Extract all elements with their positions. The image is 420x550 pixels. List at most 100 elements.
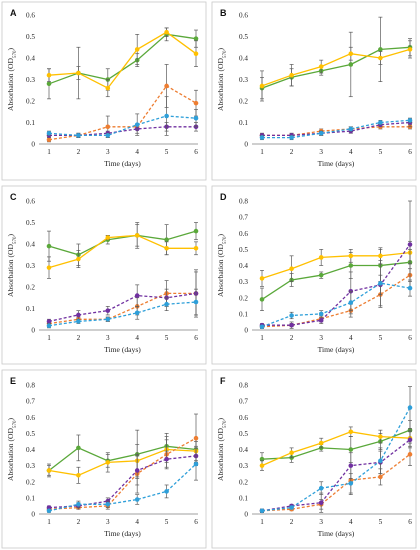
x-tick-label: 5 — [379, 148, 383, 156]
y-tick-label: 0.3 — [26, 462, 35, 470]
x-tick-label: 5 — [379, 334, 383, 342]
data-point — [164, 113, 169, 119]
data-point — [289, 322, 294, 328]
y-tick-label: 0.7 — [239, 398, 248, 406]
y-tick-label: 0.8 — [239, 382, 248, 390]
y-tick-label: 0.2 — [26, 478, 35, 486]
data-point — [105, 502, 111, 507]
x-tick-label: 2 — [77, 148, 81, 156]
data-point — [318, 318, 324, 323]
x-tick-label: 5 — [165, 148, 169, 156]
y-tick-label: 0 — [31, 511, 35, 519]
data-point — [46, 265, 52, 270]
y-tick-label: 0.4 — [26, 241, 35, 249]
series-line — [48, 437, 197, 510]
y-axis-title-subscript: 570 — [223, 50, 228, 58]
data-point — [318, 440, 324, 446]
series-line — [48, 463, 197, 512]
series-yellow — [259, 426, 413, 471]
y-tick-label: 0.5 — [26, 33, 35, 41]
data-point — [348, 263, 354, 268]
data-point — [378, 474, 383, 480]
series-blue — [46, 288, 199, 329]
series-line — [262, 244, 411, 326]
data-point — [134, 47, 140, 52]
data-point — [76, 312, 81, 318]
series-purple — [46, 445, 199, 510]
data-point — [105, 235, 111, 240]
data-point — [164, 237, 169, 242]
x-tick-label: 2 — [290, 334, 294, 342]
data-point — [134, 122, 140, 127]
data-point — [348, 253, 354, 259]
y-axis-title-main: Absorbation (OD — [216, 58, 225, 111]
panel-frame — [1, 185, 207, 365]
data-point — [193, 100, 199, 106]
y-axis-title-main: Absorbation (OD — [216, 428, 225, 481]
x-axis-title: Time (days) — [318, 345, 355, 354]
y-tick-label: 0 — [244, 511, 248, 519]
series-yellow — [46, 222, 199, 279]
series-purple — [46, 269, 199, 324]
x-tick-label: 6 — [408, 148, 412, 156]
series-line — [261, 407, 411, 512]
data-point — [76, 133, 81, 138]
data-point — [348, 481, 354, 486]
x-tick-label: 6 — [194, 148, 198, 156]
x-tick-label: 6 — [408, 518, 412, 526]
series-line — [261, 251, 411, 280]
data-point — [76, 473, 81, 478]
data-point — [76, 70, 81, 76]
x-tick-label: 3 — [106, 148, 110, 156]
y-tick-label: 0.4 — [26, 55, 35, 63]
y-tick-label: 0.2 — [239, 294, 248, 302]
y-tick-label: 0.3 — [239, 278, 248, 286]
data-point — [164, 246, 169, 251]
x-tick-label: 2 — [290, 148, 294, 156]
y-axis-title-subscript: 570 — [13, 236, 18, 244]
y-axis-title-end: ) — [216, 234, 225, 237]
data-point — [348, 126, 354, 132]
data-point — [105, 85, 111, 91]
data-point — [46, 323, 52, 329]
x-tick-label: 3 — [319, 148, 323, 156]
y-tick-label: 0.2 — [26, 98, 35, 106]
x-tick-label: 1 — [47, 334, 51, 342]
data-point — [318, 485, 324, 491]
data-point — [76, 502, 81, 507]
series-line — [261, 274, 411, 328]
x-tick-label: 6 — [408, 334, 412, 342]
x-tick-label: 5 — [165, 518, 169, 526]
data-point — [407, 437, 413, 443]
y-tick-label: 0.6 — [26, 414, 35, 422]
series-line — [261, 429, 411, 460]
panel-letter: A — [10, 8, 17, 18]
x-tick-label: 3 — [106, 334, 110, 342]
y-axis-title-end: ) — [6, 234, 15, 237]
series-blue — [46, 447, 199, 514]
x-tick-label: 1 — [260, 518, 264, 526]
data-point — [289, 266, 294, 272]
y-tick-label: 0.1 — [26, 494, 35, 502]
data-point — [259, 276, 265, 281]
y-axis-title: Absorbation (OD570) — [6, 48, 18, 111]
x-tick-label: 3 — [319, 518, 323, 526]
y-axis-title-subscript: 570 — [223, 420, 228, 428]
y-axis-title-end: ) — [216, 48, 225, 51]
panel-letter: F — [220, 376, 226, 386]
data-point — [348, 300, 354, 305]
chart-panel-c: C 0 0.1 0.2 0.3 0.4 0.5 0.6 1 2 3 4 5 6 Time (days) Abs… — [1, 185, 207, 365]
data-point — [105, 124, 111, 130]
y-tick-label: 0.1 — [239, 119, 248, 127]
y-tick-label: 0 — [244, 327, 248, 335]
x-tick-label: 3 — [106, 518, 110, 526]
data-point — [193, 435, 199, 441]
y-tick-label: 0.7 — [26, 398, 35, 406]
data-point — [134, 497, 140, 502]
x-axis-title: Time (days) — [104, 159, 141, 168]
x-tick-label: 2 — [77, 518, 81, 526]
y-tick-label: 0.2 — [239, 478, 248, 486]
x-tick-label: 3 — [319, 334, 323, 342]
data-point — [407, 285, 413, 291]
y-tick-label: 0.2 — [239, 98, 248, 106]
